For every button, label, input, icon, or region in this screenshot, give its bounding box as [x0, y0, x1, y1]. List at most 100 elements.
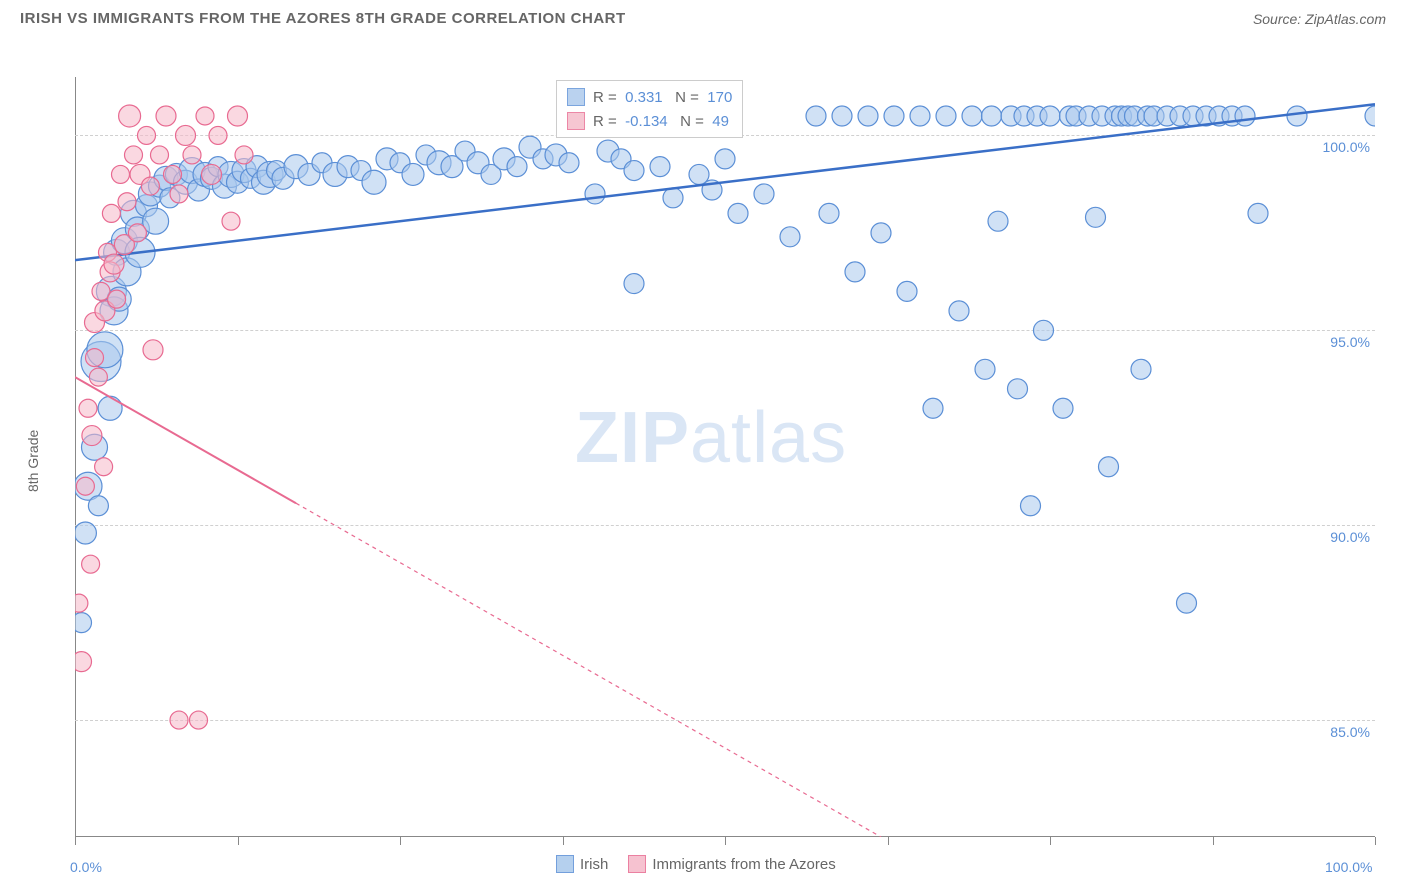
- data-point: [754, 184, 774, 204]
- data-point: [988, 211, 1008, 231]
- data-point: [104, 254, 124, 274]
- trend-line: [75, 377, 296, 503]
- data-point: [715, 149, 735, 169]
- chart-source: Source: ZipAtlas.com: [1253, 11, 1386, 27]
- legend-stats: R = 0.331 N = 170 R = -0.134 N = 49: [556, 80, 743, 138]
- data-point: [1021, 496, 1041, 516]
- data-point: [624, 274, 644, 294]
- data-point: [728, 203, 748, 223]
- data-point: [79, 399, 97, 417]
- data-point: [222, 212, 240, 230]
- chart-title: IRISH VS IMMIGRANTS FROM THE AZORES 8TH …: [20, 10, 626, 27]
- data-point: [164, 165, 182, 183]
- data-point: [663, 188, 683, 208]
- data-point: [362, 170, 386, 194]
- data-point: [95, 458, 113, 476]
- legend-swatch: [567, 88, 585, 106]
- data-point: [559, 153, 579, 173]
- data-point: [119, 105, 141, 127]
- data-point: [982, 106, 1002, 126]
- data-point: [585, 184, 605, 204]
- scatter-svg: [20, 32, 1395, 857]
- data-point: [74, 522, 96, 544]
- data-point: [98, 396, 122, 420]
- data-point: [819, 203, 839, 223]
- data-point: [962, 106, 982, 126]
- legend-item: Irish: [556, 855, 608, 873]
- data-point: [910, 106, 930, 126]
- data-point: [176, 125, 196, 145]
- data-point: [858, 106, 878, 126]
- data-point: [190, 711, 208, 729]
- legend-swatch: [567, 112, 585, 130]
- data-point: [82, 426, 102, 446]
- xtick-label-min: 0.0%: [70, 859, 102, 875]
- data-point: [143, 340, 163, 360]
- data-point: [1086, 207, 1106, 227]
- data-point: [897, 281, 917, 301]
- data-point: [228, 106, 248, 126]
- data-point: [1053, 398, 1073, 418]
- data-point: [202, 164, 222, 184]
- data-point: [845, 262, 865, 282]
- legend-label: Irish: [580, 856, 608, 873]
- data-point: [975, 359, 995, 379]
- legend-swatch: [628, 855, 646, 873]
- xtick-label-max: 100.0%: [1325, 859, 1372, 875]
- legend-label: Immigrants from the Azores: [652, 856, 835, 873]
- data-point: [235, 146, 253, 164]
- data-point: [1008, 379, 1028, 399]
- legend-series: Irish Immigrants from the Azores: [556, 855, 836, 873]
- data-point: [402, 163, 424, 185]
- data-point: [196, 107, 214, 125]
- data-point: [1248, 203, 1268, 223]
- legend-swatch: [556, 855, 574, 873]
- data-point: [82, 555, 100, 573]
- data-point: [1365, 106, 1385, 126]
- legend-stats-row: R = -0.134 N = 49: [567, 109, 732, 133]
- data-point: [70, 594, 88, 612]
- data-point: [183, 146, 201, 164]
- data-point: [949, 301, 969, 321]
- data-point: [1287, 106, 1307, 126]
- data-point: [128, 224, 146, 242]
- data-point: [209, 126, 227, 144]
- data-point: [923, 398, 943, 418]
- legend-stats-text: R = 0.331 N = 170: [593, 89, 732, 106]
- data-point: [156, 106, 176, 126]
- data-point: [138, 126, 156, 144]
- data-point: [125, 146, 143, 164]
- data-point: [72, 613, 92, 633]
- data-point: [151, 146, 169, 164]
- data-point: [1040, 106, 1060, 126]
- data-point: [102, 204, 120, 222]
- data-point: [76, 477, 94, 495]
- data-point: [1235, 106, 1255, 126]
- data-point: [118, 193, 136, 211]
- data-point: [141, 177, 159, 195]
- legend-stats-row: R = 0.331 N = 170: [567, 85, 732, 109]
- data-point: [1034, 320, 1054, 340]
- data-point: [806, 106, 826, 126]
- data-point: [170, 711, 188, 729]
- data-point: [1131, 359, 1151, 379]
- data-point: [112, 165, 130, 183]
- data-point: [650, 157, 670, 177]
- data-point: [780, 227, 800, 247]
- data-point: [89, 368, 107, 386]
- chart-header: IRISH VS IMMIGRANTS FROM THE AZORES 8TH …: [0, 0, 1406, 32]
- data-point: [832, 106, 852, 126]
- data-point: [1099, 457, 1119, 477]
- data-point: [507, 157, 527, 177]
- data-point: [936, 106, 956, 126]
- data-point: [871, 223, 891, 243]
- data-point: [88, 496, 108, 516]
- data-point: [108, 290, 126, 308]
- trend-line-dashed: [296, 503, 881, 837]
- data-point: [1177, 593, 1197, 613]
- data-point: [170, 185, 188, 203]
- legend-stats-text: R = -0.134 N = 49: [593, 113, 729, 130]
- data-point: [72, 652, 92, 672]
- data-point: [86, 349, 104, 367]
- data-point: [624, 161, 644, 181]
